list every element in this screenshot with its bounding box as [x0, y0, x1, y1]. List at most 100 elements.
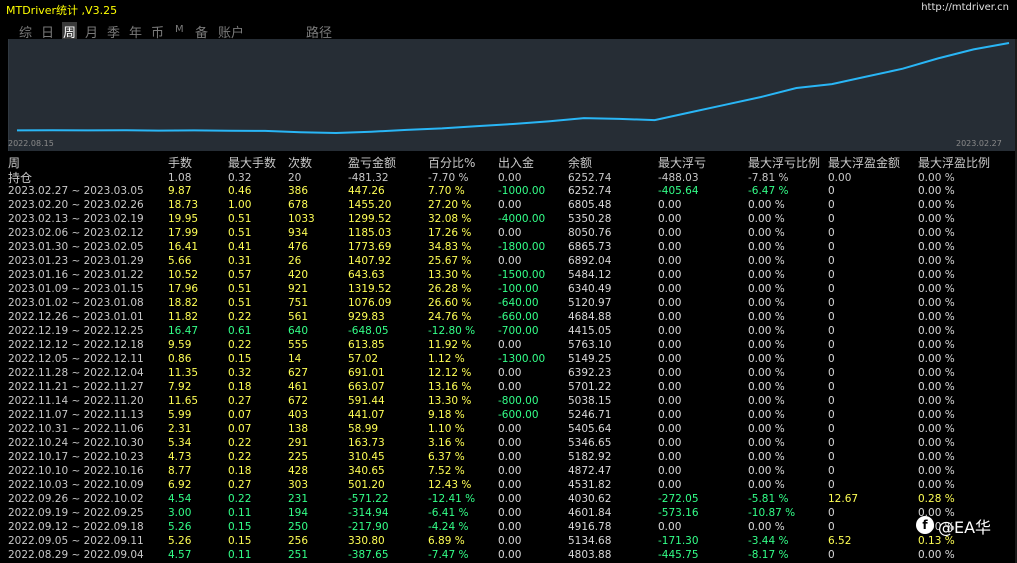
cell-flow: -700.00	[498, 325, 539, 337]
table-row[interactable]: 2022.10.17 ~ 2022.10.23 4.73 0.22 225 310.45…	[0, 450, 1017, 464]
table-row[interactable]: 2023.01.02 ~ 2023.01.08 18.82 0.51 751 1076.…	[0, 296, 1017, 310]
table-row[interactable]: 2023.02.20 ~ 2023.02.26 18.73 1.00 678 1455.…	[0, 198, 1017, 212]
header-max-drawdown-pct[interactable]: 最大浮亏比例	[748, 156, 821, 170]
cell-max-lots: 0.51	[228, 297, 252, 309]
header-lots[interactable]: 手数	[168, 156, 193, 170]
table-row[interactable]: 2022.10.10 ~ 2022.10.16 8.77 0.18 428 340.65…	[0, 464, 1017, 478]
table-row[interactable]: 2022.12.12 ~ 2022.12.18 9.59 0.22 555 613.85…	[0, 338, 1017, 352]
header-pnl[interactable]: 盈亏金额	[348, 156, 397, 170]
table-row[interactable]: 2022.11.28 ~ 2022.12.04 11.35 0.32 627 691.0…	[0, 366, 1017, 380]
cell-max-dd-pct: 0.00 %	[748, 297, 785, 309]
tab-account[interactable]: 账户	[218, 26, 245, 41]
cell-max-lots: 0.61	[228, 325, 252, 337]
cell-period: 2023.01.02 ~ 2023.01.08	[8, 297, 144, 309]
table-row[interactable]: 2023.02.27 ~ 2023.03.05 9.87 0.46 386 447.26…	[0, 184, 1017, 198]
tab-day[interactable]: 日	[41, 26, 55, 41]
cell-balance: 6865.73	[568, 241, 612, 253]
cell-balance: 5763.10	[568, 339, 612, 351]
cell-max-fp: 0	[828, 213, 835, 225]
header-count[interactable]: 次数	[288, 156, 313, 170]
cell-flow: 0.00	[498, 199, 522, 211]
tab-overview[interactable]: 综	[19, 26, 33, 41]
header-max-float-profit-pct[interactable]: 最大浮盈比例	[918, 156, 991, 170]
cell-max-fp: 0	[828, 339, 835, 351]
cell-max-fp-pct: 0.00 %	[918, 479, 955, 491]
header-max-lots[interactable]: 最大手数	[228, 156, 277, 170]
table-row[interactable]: 2022.12.19 ~ 2022.12.25 16.47 0.61 640 -648.…	[0, 324, 1017, 338]
cell-flow: 0.00	[498, 339, 522, 351]
cell-pct: -7.47 %	[428, 549, 469, 561]
header-percent[interactable]: 百分比%	[428, 156, 476, 170]
cell-flow: -640.00	[498, 297, 539, 309]
table-row[interactable]: 2022.09.26 ~ 2022.10.02 4.54 0.22 231 -571.2…	[0, 492, 1017, 506]
site-link[interactable]: http://mtdriver.cn	[921, 2, 1009, 13]
table-row[interactable]: 2023.01.30 ~ 2023.02.05 16.41 0.41 476 1773.…	[0, 240, 1017, 254]
table-row[interactable]: 2022.09.19 ~ 2022.09.25 3.00 0.11 194 -314.9…	[0, 506, 1017, 520]
header-max-drawdown[interactable]: 最大浮亏	[658, 156, 707, 170]
cell-balance: 5484.12	[568, 269, 612, 281]
cell-lots: 4.57	[168, 549, 192, 561]
cell-period: 2023.02.06 ~ 2023.02.12	[8, 227, 144, 239]
table-row[interactable]: 2022.08.29 ~ 2022.09.04 4.57 0.11 251 -387.6…	[0, 548, 1017, 562]
tab-note[interactable]: 备	[195, 26, 209, 41]
cell-max-dd: 0.00	[658, 367, 682, 379]
cell-pnl: 663.07	[348, 381, 385, 393]
cell-max-dd-pct: 0.00 %	[748, 479, 785, 491]
cell-lots: 5.26	[168, 535, 192, 547]
header-max-float-profit[interactable]: 最大浮盈金额	[828, 156, 901, 170]
cell-max-fp-pct: 0.00 %	[918, 199, 955, 211]
table-row[interactable]: 2022.11.21 ~ 2022.11.27 7.92 0.18 461 663.07…	[0, 380, 1017, 394]
table-row[interactable]: 2022.11.07 ~ 2022.11.13 5.99 0.07 403 441.07…	[0, 408, 1017, 422]
table-row[interactable]: 2022.09.12 ~ 2022.09.18 5.26 0.15 250 -217.9…	[0, 520, 1017, 534]
table-row[interactable]: 2022.10.24 ~ 2022.10.30 5.34 0.22 291 163.73…	[0, 436, 1017, 450]
cell-max-fp-pct: 0.00 %	[918, 465, 955, 477]
cell-max-fp-pct: 0.00 %	[918, 297, 955, 309]
cell-count: 921	[288, 283, 309, 295]
cell-balance: 4872.47	[568, 465, 612, 477]
cell-max-dd-pct: -10.87 %	[748, 507, 796, 519]
table-row[interactable]: 2022.10.03 ~ 2022.10.09 6.92 0.27 303 501.20…	[0, 478, 1017, 492]
header-period[interactable]: 周	[8, 156, 21, 170]
table-row[interactable]: 2022.11.14 ~ 2022.11.20 11.65 0.27 672 591.4…	[0, 394, 1017, 408]
tab-path[interactable]: 路径	[306, 26, 333, 41]
cell-balance: 5038.15	[568, 395, 612, 407]
table-row[interactable]: 2022.09.05 ~ 2022.09.11 5.26 0.15 256 330.80…	[0, 534, 1017, 548]
table-row[interactable]: 2023.02.06 ~ 2023.02.12 17.99 0.51 934 1185.…	[0, 226, 1017, 240]
cell-count: 250	[288, 521, 309, 533]
cell-max-dd: 0.00	[658, 255, 682, 267]
cell-pnl: 441.07	[348, 409, 385, 421]
table-row[interactable]: 2023.01.09 ~ 2023.01.15 17.96 0.51 921 1319.…	[0, 282, 1017, 296]
cell-max-dd-pct: 0.00 %	[748, 227, 785, 239]
cell-max-lots: 1.00	[228, 199, 252, 211]
tab-currency[interactable]: 币	[151, 26, 165, 41]
cell-max-fp: 0	[828, 367, 835, 379]
cell-pnl: 591.44	[348, 395, 385, 407]
cell-max-dd-pct: -8.17 %	[748, 549, 789, 561]
table-row[interactable]: 2023.01.23 ~ 2023.01.29 5.66 0.31 26 1407.92…	[0, 254, 1017, 268]
cell-max-dd: 0.00	[658, 353, 682, 365]
cell-count: 291	[288, 437, 309, 449]
header-balance[interactable]: 余额	[568, 156, 593, 170]
table-row[interactable]: 2022.12.26 ~ 2023.01.01 11.82 0.22 561 929.8…	[0, 310, 1017, 324]
table-row[interactable]: 2023.02.13 ~ 2023.02.19 19.95 0.51 1033 1299…	[0, 212, 1017, 226]
cell-max-fp-pct: 0.00 %	[918, 395, 955, 407]
cell-max-dd: -573.16	[658, 507, 699, 519]
header-flow[interactable]: 出入金	[498, 156, 535, 170]
cell-count: 461	[288, 381, 309, 393]
tab-year[interactable]: 年	[129, 26, 143, 41]
cell-count: 256	[288, 535, 309, 547]
tab-week[interactable]: 周	[62, 22, 78, 41]
table-row[interactable]: 2022.12.05 ~ 2022.12.11 0.86 0.15 14 57.02 1.…	[0, 352, 1017, 366]
cell-pct: -12.41 %	[428, 493, 476, 505]
cell-pnl: 58.99	[348, 423, 379, 435]
table-row[interactable]: 2022.10.31 ~ 2022.11.06 2.31 0.07 138 58.99 1…	[0, 422, 1017, 436]
scrollbar[interactable]	[1015, 39, 1017, 563]
table-row[interactable]: 2023.01.16 ~ 2023.01.22 10.52 0.57 420 643.6…	[0, 268, 1017, 282]
watermark: f @EA华	[916, 514, 1012, 538]
cell-max-dd-pct: 0.00 %	[748, 269, 785, 281]
tab-month[interactable]: 月	[85, 26, 99, 41]
cell-max-fp: 0	[828, 549, 835, 561]
tab-m[interactable]: M	[175, 24, 184, 35]
position-row[interactable]: 持仓 1.08 0.32 20 -481.32 -7.70 % 0.00 625…	[0, 170, 1017, 185]
tab-quarter[interactable]: 季	[107, 26, 121, 41]
